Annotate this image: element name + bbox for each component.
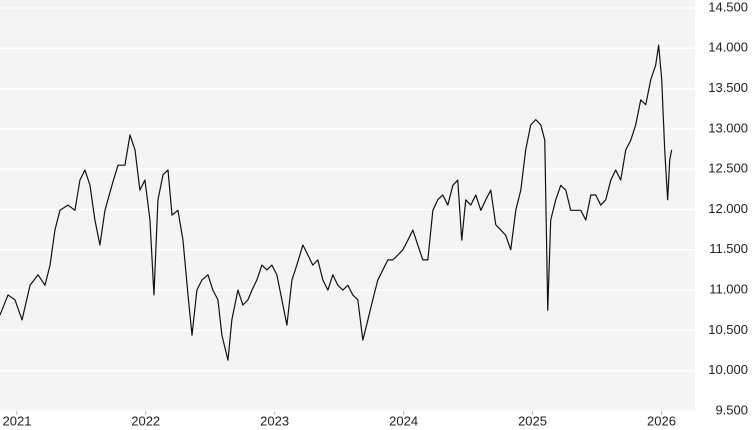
x-tick-label: 2026 xyxy=(647,413,676,428)
price-line xyxy=(0,44,673,361)
y-tick-label: 13.500 xyxy=(708,80,748,95)
x-tick-label: 2021 xyxy=(3,413,32,428)
x-tick-label: 2025 xyxy=(518,413,547,428)
x-tick-label: 2023 xyxy=(260,413,289,428)
x-tick-label: 2024 xyxy=(389,413,418,428)
y-tick-label: 10.000 xyxy=(708,362,748,377)
y-tick-label: 11.500 xyxy=(709,241,748,256)
y-tick-label: 10.500 xyxy=(708,322,748,337)
y-tick-label: 14.500 xyxy=(708,0,748,14)
y-tick-label: 12.500 xyxy=(708,161,748,176)
y-tick-label: 9.500 xyxy=(715,402,748,417)
plot-background xyxy=(0,0,695,411)
y-tick-label: 14.000 xyxy=(708,40,748,55)
y-tick-label: 12.000 xyxy=(708,201,748,216)
x-tick-label: 2022 xyxy=(131,413,160,428)
y-tick-label: 13.000 xyxy=(708,120,748,135)
y-tick-label: 11.000 xyxy=(709,282,748,297)
